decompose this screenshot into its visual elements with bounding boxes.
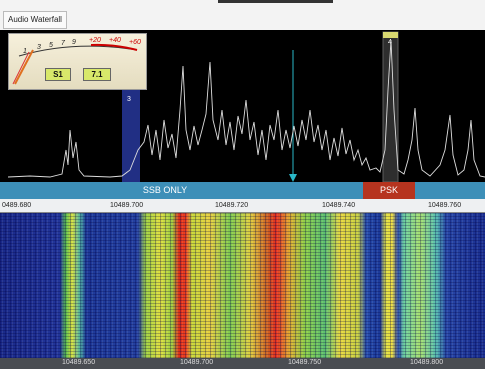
frequency-label: 10489.760 <box>428 202 461 209</box>
frequency-label: 10489.650 <box>62 359 95 366</box>
level-reading: 7.1 <box>83 68 111 81</box>
scale-label: +60 <box>129 39 141 46</box>
scale-label: 5 <box>49 42 53 49</box>
frequency-label: 10489.720 <box>215 202 248 209</box>
scale-label: +40 <box>109 37 121 44</box>
frequency-axis: 0489.680 10489.700 10489.720 10489.740 10489… <box>0 199 485 213</box>
frequency-label: 10489.740 <box>322 202 355 209</box>
marker-label: 4 <box>388 39 392 46</box>
s-reading: S1 <box>45 68 71 81</box>
toolbar: Audio Waterfall <box>0 0 485 31</box>
marker-cap <box>383 32 398 38</box>
needle-peak <box>13 52 29 84</box>
scale-label: 7 <box>61 40 65 47</box>
tune-arrow <box>289 174 297 182</box>
s-meter-svg <box>9 34 146 89</box>
scale-label: 9 <box>72 39 76 46</box>
band-bar: SSB ONLY PSK <box>0 182 485 199</box>
frequency-label: 0489.680 <box>2 202 31 209</box>
frequency-label: 10489.700 <box>110 202 143 209</box>
frequency-label: 10489.750 <box>288 359 321 366</box>
frequency-label: 10489.700 <box>180 359 213 366</box>
scale-label: 1 <box>23 48 27 55</box>
waterfall-axis: 10489.650 10489.700 10489.750 10489.800 <box>0 358 485 369</box>
band-label: SSB ONLY <box>120 185 210 195</box>
screen: Audio Waterfall 3 4 S1 7.1 1 3 5 79 +20 +40 +6… <box>0 0 485 369</box>
band-label[interactable]: PSK <box>363 182 415 199</box>
scale-label: +20 <box>89 37 101 44</box>
tab-indicator <box>218 0 333 3</box>
audio-waterfall-button[interactable]: Audio Waterfall <box>3 11 67 29</box>
frequency-label: 10489.800 <box>410 359 443 366</box>
waterfall <box>0 213 485 358</box>
scale-label: 3 <box>37 44 41 51</box>
marker-label: 3 <box>127 96 131 103</box>
